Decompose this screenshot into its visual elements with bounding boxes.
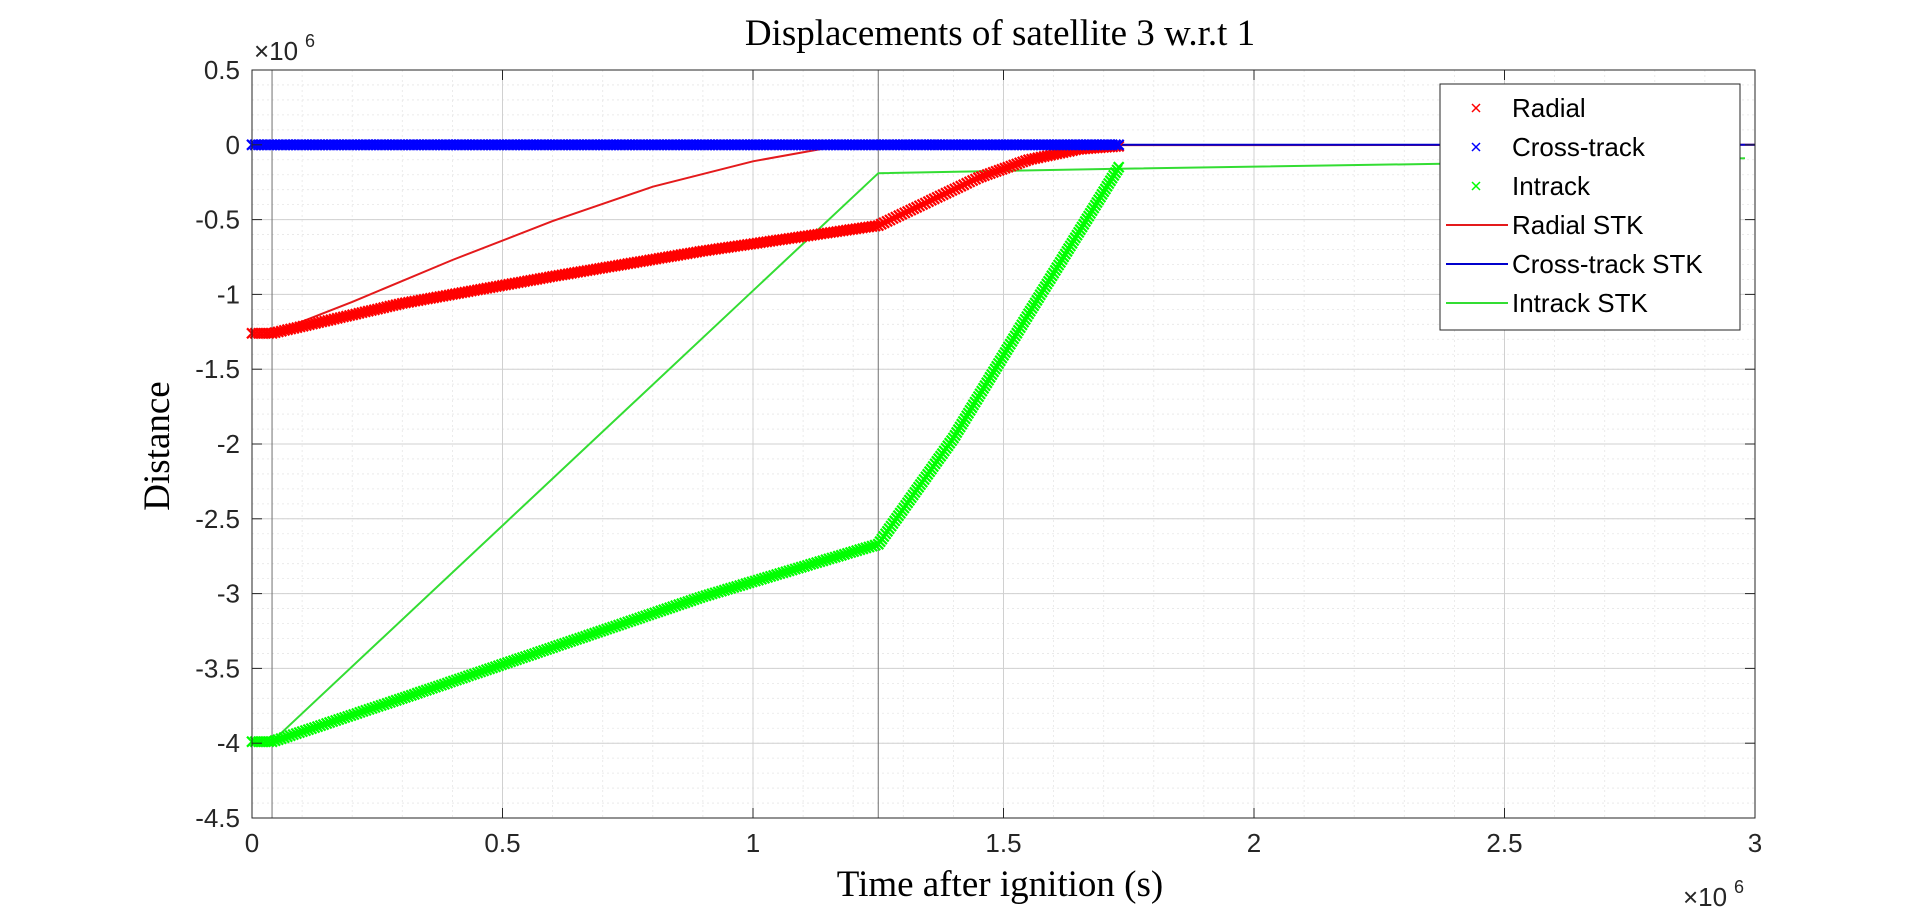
legend-item-cross-track-stk: Cross-track STK — [1446, 249, 1703, 279]
series-markers-radial — [246, 140, 1125, 340]
legend-label: Cross-track — [1512, 132, 1646, 162]
y-tick-label: -1 — [217, 279, 240, 309]
data-point — [963, 176, 976, 188]
y-tick-label: -4.5 — [195, 803, 240, 833]
plot-area — [246, 139, 1756, 748]
x-tick-label: 2 — [1247, 828, 1261, 858]
data-point — [946, 184, 958, 197]
data-point — [1112, 139, 1125, 151]
legend-item-intrack-stk: Intrack STK — [1446, 288, 1648, 318]
data-point — [928, 193, 940, 205]
legend-label: Radial — [1512, 93, 1586, 123]
data-point — [901, 205, 914, 218]
legend-item-cross-track: Cross-track — [1471, 132, 1646, 162]
legend-marker — [1471, 103, 1481, 113]
vertical-reference-lines — [271, 70, 879, 818]
y-tick-labels: 0.5 0 -0.5 -1 -1.5 -2 -2.5 -3 -3.5 -4 -4.5 — [195, 55, 240, 833]
data-point — [913, 200, 926, 212]
x-tick-labels: 0 0.5 1 1.5 2 2.5 3 — [245, 828, 1762, 858]
y-tick-label: 0 — [226, 130, 240, 160]
legend-label: Radial STK — [1512, 210, 1644, 240]
x-tick-label: 0 — [245, 828, 259, 858]
data-point — [1112, 161, 1125, 173]
legend-label: Intrack STK — [1512, 288, 1648, 318]
y-tick-label: -4 — [217, 728, 240, 758]
data-point — [890, 211, 902, 223]
chart-title: Displacements of satellite 3 w.r.t 1 — [745, 13, 1255, 54]
x-tick-label: 1 — [746, 828, 760, 858]
y-exponent-label: ×10 6 — [254, 31, 315, 66]
y-axis-label: Distance — [137, 381, 178, 510]
y-tick-label: -0.5 — [195, 205, 240, 235]
legend-label: Cross-track STK — [1512, 249, 1703, 279]
x-exponent-base: ×10 — [1683, 882, 1727, 911]
legend-label: Intrack — [1512, 171, 1591, 201]
legend-item-intrack: Intrack — [1471, 171, 1591, 201]
legend-box — [1439, 83, 1741, 331]
legend-item-radial-stk: Radial STK — [1446, 210, 1644, 240]
series-markers-intrack — [246, 161, 1125, 748]
y-tick-label: -1.5 — [195, 354, 240, 384]
x-exponent-power: 6 — [1734, 877, 1744, 897]
data-point — [878, 217, 890, 229]
legend: Radial Cross-track Intrack Radial STK Cross-… — [1439, 83, 1741, 331]
x-tick-label: 3 — [1748, 828, 1762, 858]
x-tick-label: 1.5 — [985, 828, 1021, 858]
legend-item-radial: Radial — [1471, 93, 1586, 123]
data-point — [1109, 139, 1122, 151]
series-markers-cross-track — [246, 139, 1125, 151]
legend-marker — [1471, 142, 1481, 152]
x-tick-label: 2.5 — [1486, 828, 1522, 858]
y-tick-label: -3 — [217, 579, 240, 609]
x-axis-label: Time after ignition (s) — [837, 864, 1163, 905]
x-exponent-label: ×10 6 — [1683, 877, 1744, 911]
data-point — [952, 181, 964, 194]
y-exponent-base: ×10 — [254, 36, 298, 66]
y-tick-label: -2.5 — [195, 504, 240, 534]
axis-ticks — [251, 69, 1756, 819]
y-tick-label: 0.5 — [204, 55, 240, 85]
y-exponent-power: 6 — [305, 31, 315, 51]
y-tick-label: -2 — [217, 429, 240, 459]
data-point — [969, 173, 982, 185]
y-tick-label: -3.5 — [195, 653, 240, 683]
data-point — [940, 187, 952, 199]
data-point — [934, 190, 946, 202]
data-point — [907, 202, 920, 215]
legend-marker — [1471, 181, 1481, 191]
data-point — [896, 208, 908, 221]
x-tick-label: 0.5 — [484, 828, 520, 858]
